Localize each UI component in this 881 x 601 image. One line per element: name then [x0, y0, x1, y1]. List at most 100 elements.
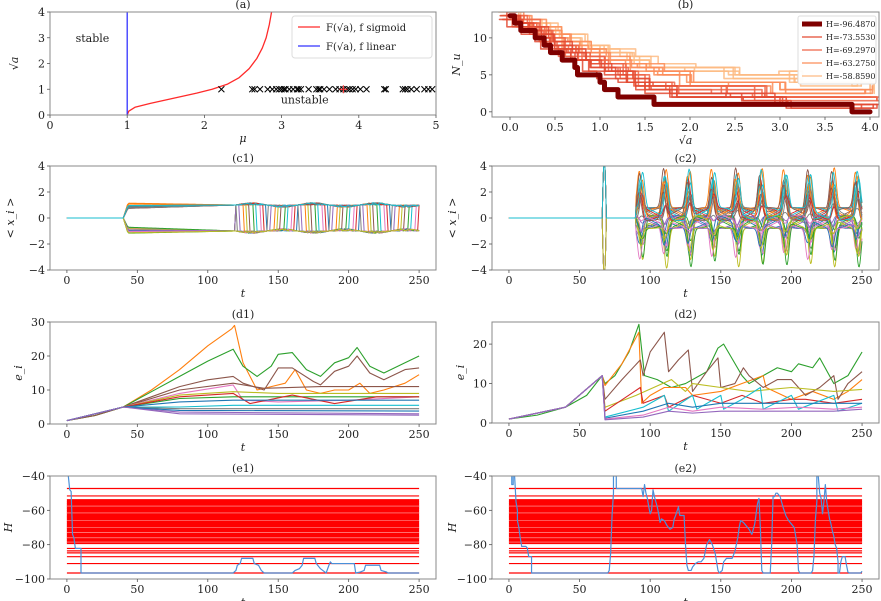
y-tick-label: 0: [38, 418, 45, 431]
series-line-H=-96.4870: [507, 13, 873, 115]
x-tick-label: 3: [278, 119, 285, 132]
x-tick-label: 3.5: [816, 121, 834, 134]
y-tick-label: −4: [471, 264, 487, 277]
y-tick-label: −40: [464, 470, 487, 483]
x-marker-stroke: [346, 85, 353, 93]
legend-label: H=-58.8590: [826, 72, 875, 81]
x-tick-label: 0.0: [501, 121, 519, 134]
x-marker: [297, 85, 305, 93]
panel-d2: (d2) 0 50 100 150 200 250 0 10 20 t e_i: [454, 308, 880, 453]
x-marker-stroke: [272, 85, 280, 93]
x-axis-label: t: [683, 287, 688, 300]
x-axis-label: μ: [239, 132, 246, 145]
x-marker: [218, 85, 225, 93]
y-tick-label: −4: [29, 264, 45, 277]
x-tick-label: 250: [409, 428, 430, 441]
series-line-orange: [66, 324, 420, 422]
y-tick-label: −100: [15, 573, 45, 586]
x-marker-stroke: [326, 85, 333, 93]
x-marker-stroke: [295, 85, 302, 93]
x-axis-label: t: [683, 596, 688, 601]
x-tick-label: 2: [201, 119, 208, 132]
y-tick-label: 0: [480, 106, 487, 119]
axes-frame: [491, 321, 880, 424]
series-line-orange: [508, 331, 863, 420]
trajectory-line: [66, 217, 420, 234]
x-tick-label: 100: [640, 427, 661, 440]
y-tick-label: −2: [29, 238, 45, 251]
legend-label: F(√a), f linear: [326, 42, 396, 53]
x-tick-label: 200: [338, 583, 359, 596]
y-tick-label: 10: [473, 32, 487, 45]
x-marker-stroke: [256, 85, 264, 93]
panel-a: stable unstable F(√a), f sigmoid F(√a), f l…: [8, 0, 440, 145]
legend-label: H=-73.5530: [826, 33, 875, 42]
series-line-H=-73.5530: [507, 18, 878, 109]
series-line-purple: [508, 375, 863, 421]
plot-area: [66, 476, 420, 574]
x-marker-stroke: [380, 85, 388, 93]
x-marker-stroke: [407, 85, 415, 93]
panel-title: (d2): [674, 308, 697, 321]
x-marker: [346, 85, 353, 93]
x-tick-label: 50: [573, 427, 587, 440]
x-marker-stroke: [356, 85, 364, 93]
x-tick-label: 0: [505, 427, 512, 440]
axes-frame: [491, 475, 880, 580]
x-axis-label: t: [241, 441, 246, 454]
x-marker: [413, 85, 421, 93]
x-tick-label: 100: [197, 274, 218, 287]
x-axis-label: t: [241, 287, 246, 300]
legend: H=-96.4870 H=-73.5530 H=-69.2970 H=-63.2750…: [797, 15, 877, 85]
legend-label: H=-63.2750: [826, 59, 875, 68]
x-tick-label: 150: [710, 583, 731, 596]
x-tick-label: 1.5: [636, 121, 654, 134]
y-axis-label: e_i: [454, 365, 467, 381]
plot-area: [508, 323, 863, 421]
y-tick-label: −60: [22, 504, 45, 517]
x-tick-label: 100: [197, 428, 218, 441]
y-tick-label: 30: [31, 316, 45, 329]
y-tick-label: 2: [38, 58, 45, 71]
x-tick-label: 200: [781, 583, 802, 596]
x-tick-label: 150: [710, 427, 731, 440]
x-marker-stroke: [297, 85, 305, 93]
plot-area: [497, 12, 879, 115]
y-tick-label: 5: [480, 69, 487, 82]
plot-area: [66, 202, 420, 234]
legend-box: [797, 15, 877, 85]
energy-trace-line: [67, 476, 420, 574]
panel-title: (c1): [232, 152, 254, 165]
y-tick-label: −100: [457, 573, 487, 586]
x-marker-stroke: [320, 85, 328, 93]
plot-area: [126, 12, 436, 115]
y-tick-label: 0: [38, 212, 45, 225]
x-tick-label: 50: [130, 583, 144, 596]
x-marker: [349, 85, 356, 93]
x-axis-label: t: [241, 596, 246, 601]
x-marker-stroke: [363, 85, 370, 93]
x-tick-label: 150: [268, 428, 289, 441]
y-axis-label: N_u: [450, 53, 463, 76]
x-tick-label: 200: [338, 428, 359, 441]
y-tick-label: −40: [22, 470, 45, 483]
series-line-purple2: [66, 406, 420, 422]
x-tick-label: 250: [852, 583, 873, 596]
series-line-brown: [66, 355, 420, 422]
plot-area: [508, 166, 863, 270]
panel-e1: (e1) 0 50 100 150 200 250 −100 −80 −60 −40 t H: [2, 462, 437, 601]
x-tick-label: 50: [573, 274, 587, 287]
y-axis-label: H: [2, 522, 15, 533]
x-marker: [428, 85, 436, 93]
y-tick-label: −80: [22, 539, 45, 552]
y-axis-label: < x_i >: [4, 198, 17, 239]
x-tick-label: 4: [355, 119, 362, 132]
x-marker: [280, 85, 288, 93]
plot-area: [508, 476, 863, 574]
legend-label: H=-69.2970: [826, 46, 875, 55]
x-marker-stroke: [413, 85, 421, 93]
x-marker-stroke: [382, 85, 390, 93]
y-tick-label: 4: [480, 160, 487, 173]
series-line-H=-73.5530: [506, 12, 879, 106]
